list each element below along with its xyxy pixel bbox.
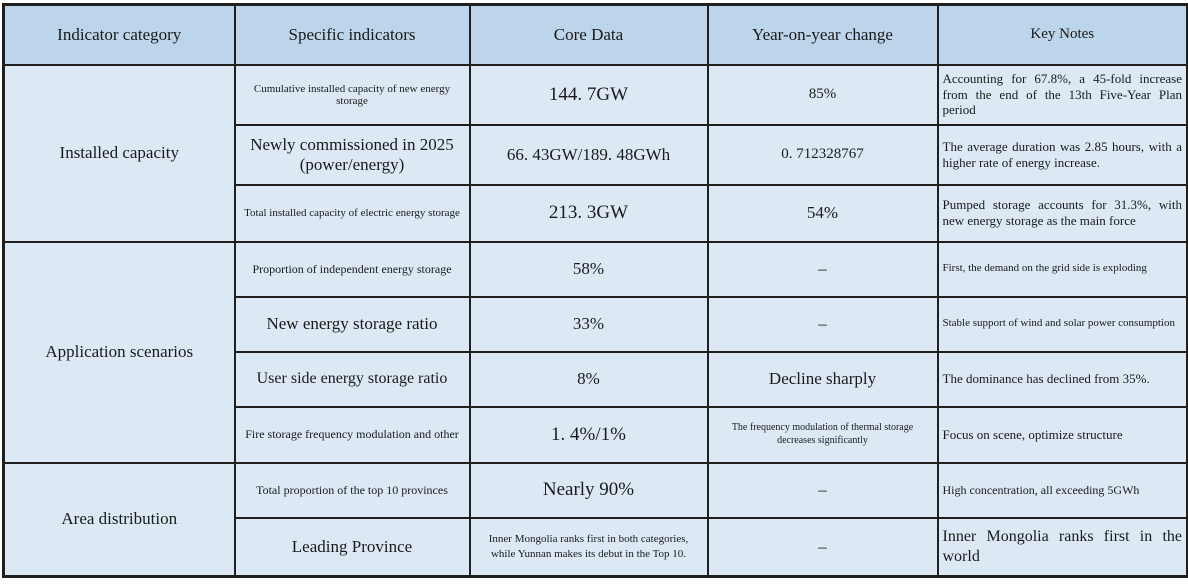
indicator-cell: Newly commissioned in 2025 (power/energy… bbox=[233, 123, 471, 186]
core-data-cell: Nearly 90% bbox=[468, 461, 709, 519]
yoy-cell: – bbox=[706, 461, 939, 519]
notes-cell: Stable support of wind and solar power c… bbox=[936, 295, 1188, 353]
yoy-cell: 0. 712328767 bbox=[706, 123, 939, 186]
core-data-cell: 66. 43GW/189. 48GWh bbox=[468, 123, 709, 186]
indicator-cell: Leading Province bbox=[233, 516, 471, 578]
core-data-cell: 1. 4%/1% bbox=[468, 405, 709, 464]
category-cell-application-scenarios: Application scenarios bbox=[2, 240, 236, 464]
notes-cell: First, the demand on the grid side is ex… bbox=[936, 240, 1188, 298]
header-indicator-category: Indicator category bbox=[2, 3, 236, 66]
yoy-cell: The frequency modulation of thermal stor… bbox=[706, 405, 939, 464]
notes-cell: The average duration was 2.85 hours, wit… bbox=[936, 123, 1188, 186]
table-row: Leading Province Inner Mongolia ranks fi… bbox=[4, 516, 1188, 578]
yoy-cell: – bbox=[706, 516, 939, 578]
category-cell-area-distribution: Area distribution bbox=[2, 461, 236, 578]
table-header-row: Indicator category Specific indicators C… bbox=[2, 3, 1188, 66]
core-data-cell: 144. 7GW bbox=[468, 63, 709, 126]
indicator-cell: Fire storage frequency modulation and ot… bbox=[233, 405, 471, 464]
yoy-cell: – bbox=[706, 295, 939, 353]
energy-storage-summary-table: Indicator category Specific indicators C… bbox=[2, 3, 1188, 578]
yoy-cell: Decline sharply bbox=[706, 350, 939, 408]
table-row: Application scenarios Proportion of inde… bbox=[2, 240, 1188, 464]
core-data-cell: 213. 3GW bbox=[468, 183, 709, 243]
indicator-cell: Proportion of independent energy storage bbox=[233, 240, 471, 298]
table-row: Installed capacity Cumulative installed … bbox=[2, 63, 1188, 243]
header-yoy-change: Year-on-year change bbox=[706, 3, 939, 66]
table-row: Newly commissioned in 2025 (power/energy… bbox=[4, 123, 1188, 186]
yoy-cell: 54% bbox=[706, 183, 939, 243]
core-data-cell: 58% bbox=[468, 240, 709, 298]
table-row: Fire storage frequency modulation and ot… bbox=[4, 405, 1188, 464]
notes-cell: The dominance has declined from 35%. bbox=[936, 350, 1188, 408]
indicator-cell: Total installed capacity of electric ene… bbox=[233, 183, 471, 243]
header-core-data: Core Data bbox=[468, 3, 709, 66]
core-data-cell: Inner Mongolia ranks first in both categ… bbox=[468, 516, 709, 578]
yoy-cell: – bbox=[706, 240, 939, 298]
table-row: New energy storage ratio 33% – Stable su… bbox=[4, 295, 1188, 353]
indicator-cell: New energy storage ratio bbox=[233, 295, 471, 353]
yoy-cell: 85% bbox=[706, 63, 939, 126]
indicator-cell: Total proportion of the top 10 provinces bbox=[233, 461, 471, 519]
indicator-cell: User side energy storage ratio bbox=[233, 350, 471, 408]
header-specific-indicators: Specific indicators bbox=[233, 3, 471, 66]
table-row: Total installed capacity of electric ene… bbox=[4, 183, 1188, 243]
table-row: Area distribution Total proportion of th… bbox=[2, 461, 1188, 578]
notes-cell: Accounting for 67.8%, a 45-fold increase… bbox=[936, 63, 1188, 126]
notes-cell: High concentration, all exceeding 5GWh bbox=[936, 461, 1188, 519]
header-key-notes: Key Notes bbox=[936, 3, 1188, 66]
notes-cell: Pumped storage accounts for 31.3%, with … bbox=[936, 183, 1188, 243]
notes-cell: Focus on scene, optimize structure bbox=[936, 405, 1188, 464]
indicator-cell: Cumulative installed capacity of new ene… bbox=[233, 63, 471, 126]
category-cell-installed-capacity: Installed capacity bbox=[2, 63, 236, 243]
table-row: User side energy storage ratio 8% Declin… bbox=[4, 350, 1188, 408]
notes-cell: Inner Mongolia ranks first in the world bbox=[936, 516, 1188, 578]
core-data-cell: 8% bbox=[468, 350, 709, 408]
core-data-cell: 33% bbox=[468, 295, 709, 353]
